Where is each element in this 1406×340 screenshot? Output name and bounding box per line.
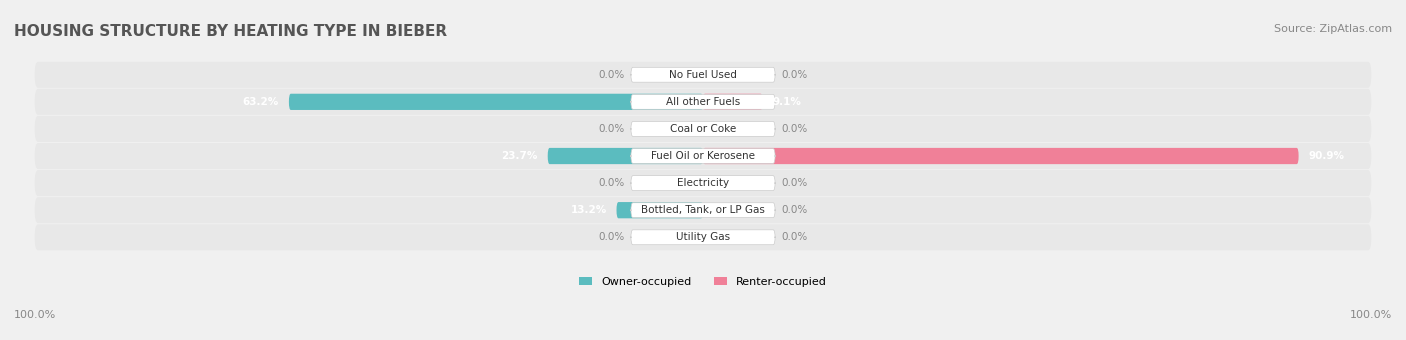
Text: All other Fuels: All other Fuels [666, 97, 740, 107]
FancyBboxPatch shape [631, 203, 775, 218]
Text: 100.0%: 100.0% [14, 310, 56, 320]
Text: Utility Gas: Utility Gas [676, 232, 730, 242]
FancyBboxPatch shape [548, 148, 703, 164]
FancyBboxPatch shape [631, 176, 775, 190]
Text: 0.0%: 0.0% [598, 70, 624, 80]
FancyBboxPatch shape [631, 95, 775, 109]
Text: 0.0%: 0.0% [782, 70, 808, 80]
FancyBboxPatch shape [631, 149, 775, 164]
FancyBboxPatch shape [631, 230, 775, 245]
FancyBboxPatch shape [35, 170, 1371, 196]
FancyBboxPatch shape [288, 94, 703, 110]
Text: 90.9%: 90.9% [1309, 151, 1344, 161]
Text: 0.0%: 0.0% [598, 178, 624, 188]
Text: Bottled, Tank, or LP Gas: Bottled, Tank, or LP Gas [641, 205, 765, 215]
FancyBboxPatch shape [631, 121, 775, 136]
Text: 23.7%: 23.7% [502, 151, 538, 161]
FancyBboxPatch shape [35, 143, 1371, 169]
FancyBboxPatch shape [35, 224, 1371, 250]
FancyBboxPatch shape [35, 116, 1371, 142]
Text: 0.0%: 0.0% [782, 178, 808, 188]
Legend: Owner-occupied, Renter-occupied: Owner-occupied, Renter-occupied [579, 277, 827, 287]
Text: Coal or Coke: Coal or Coke [669, 124, 737, 134]
Text: Fuel Oil or Kerosene: Fuel Oil or Kerosene [651, 151, 755, 161]
Text: Electricity: Electricity [676, 178, 730, 188]
Text: No Fuel Used: No Fuel Used [669, 70, 737, 80]
FancyBboxPatch shape [703, 94, 762, 110]
Text: 0.0%: 0.0% [782, 205, 808, 215]
Text: 0.0%: 0.0% [782, 124, 808, 134]
FancyBboxPatch shape [703, 148, 1299, 164]
FancyBboxPatch shape [616, 202, 703, 218]
Text: HOUSING STRUCTURE BY HEATING TYPE IN BIEBER: HOUSING STRUCTURE BY HEATING TYPE IN BIE… [14, 24, 447, 39]
FancyBboxPatch shape [35, 197, 1371, 223]
Text: 13.2%: 13.2% [571, 205, 606, 215]
Text: 9.1%: 9.1% [772, 97, 801, 107]
Text: 100.0%: 100.0% [1350, 310, 1392, 320]
Text: 63.2%: 63.2% [243, 97, 278, 107]
Text: 0.0%: 0.0% [598, 232, 624, 242]
Text: 0.0%: 0.0% [598, 124, 624, 134]
Text: 0.0%: 0.0% [782, 232, 808, 242]
Text: Source: ZipAtlas.com: Source: ZipAtlas.com [1274, 24, 1392, 34]
FancyBboxPatch shape [35, 89, 1371, 115]
FancyBboxPatch shape [35, 62, 1371, 88]
FancyBboxPatch shape [631, 67, 775, 82]
